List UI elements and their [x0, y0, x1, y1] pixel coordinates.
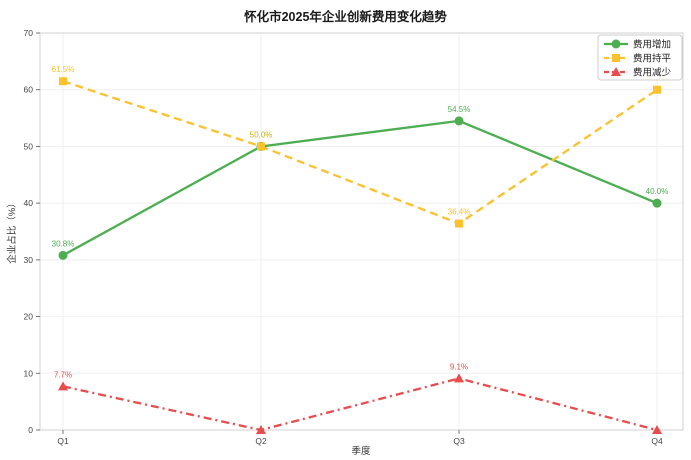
x-tick-label: Q2 — [255, 436, 267, 446]
y-tick-label: 40 — [24, 198, 34, 208]
data-point-label: 50.0% — [250, 130, 273, 139]
legend-item-label: 费用增加 — [633, 39, 671, 51]
y-tick-label: 0 — [28, 425, 33, 435]
data-point-label: 61.5% — [52, 65, 75, 74]
square-legend-icon — [612, 54, 620, 62]
data-point-marker — [58, 381, 68, 391]
data-point-label: 40.0% — [646, 187, 669, 196]
y-tick-label: 60 — [24, 85, 34, 95]
y-tick-label: 10 — [24, 368, 34, 378]
y-tick-label: 70 — [24, 28, 34, 38]
legend-item-label: 费用持平 — [633, 53, 672, 65]
data-point-marker — [455, 219, 463, 228]
y-tick-label: 20 — [24, 312, 34, 322]
data-point-marker — [652, 425, 662, 434]
data-point-marker — [653, 85, 661, 94]
y-tick-label: 30 — [24, 255, 34, 265]
x-axis-label: 季度 — [351, 446, 371, 457]
x-tick-label: Q4 — [651, 436, 663, 446]
data-point-marker — [257, 142, 265, 151]
series-line — [62, 377, 658, 432]
circle-legend-icon — [611, 39, 621, 49]
data-point-marker — [454, 116, 464, 126]
data-point-marker — [59, 77, 67, 86]
data-point-marker — [454, 373, 464, 383]
chart-title: 怀化市2025年企业创新费用变化趋势 — [244, 10, 447, 24]
legend-item-label: 费用减少 — [633, 67, 672, 79]
y-tick-label: 50 — [24, 141, 34, 151]
data-point-label: 7.7% — [54, 370, 72, 379]
data-point-marker — [58, 250, 68, 260]
plot-border — [39, 32, 684, 431]
data-point-label: 30.8% — [52, 239, 75, 248]
data-point-marker — [652, 198, 662, 208]
data-point-label: 50.0% — [250, 130, 273, 139]
triangle-legend-icon — [611, 67, 621, 76]
data-point-label: 36.4% — [448, 208, 471, 217]
data-point-label: 54.5% — [448, 105, 471, 114]
x-tick-label: Q1 — [57, 436, 69, 446]
series-line — [62, 80, 658, 225]
data-point-marker — [256, 425, 266, 434]
x-tick-label: Q3 — [453, 436, 465, 446]
data-point-label: 9.1% — [450, 362, 468, 371]
series-line — [62, 119, 658, 257]
